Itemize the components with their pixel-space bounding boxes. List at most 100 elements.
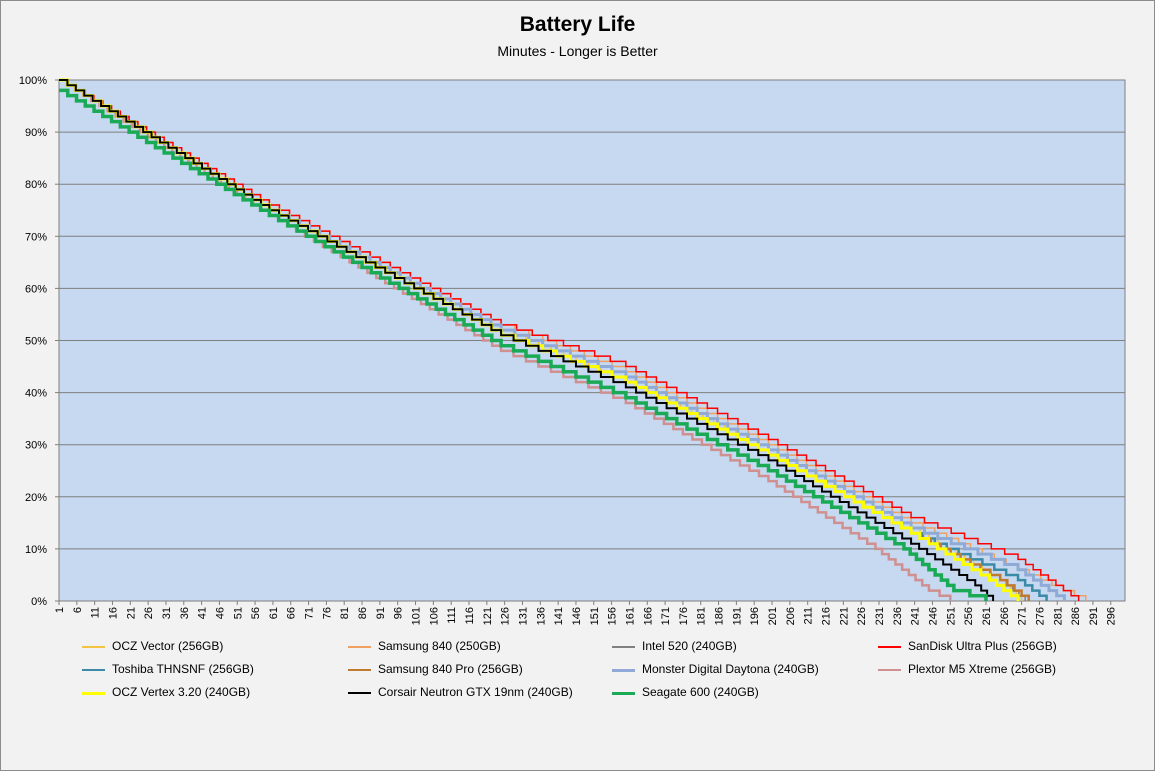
x-tick-label: 111 [446, 607, 458, 624]
x-tick-label: 126 [500, 607, 512, 625]
x-tick-label: 181 [696, 607, 708, 625]
x-tick-label: 66 [286, 607, 298, 619]
x-tick-label: 166 [642, 607, 654, 625]
x-tick-label: 261 [981, 607, 993, 625]
y-tick-label: 60% [25, 283, 47, 295]
x-tick-label: 236 [892, 607, 904, 625]
x-tick-label: 106 [428, 607, 440, 625]
legend-label: Samsung 840 (250GB) [378, 639, 501, 653]
x-tick-label: 176 [678, 607, 690, 625]
legend-swatch [878, 669, 901, 671]
legend-swatch [348, 692, 371, 694]
x-tick-label: 161 [624, 607, 636, 625]
series-line [59, 79, 1080, 601]
y-tick-label: 80% [25, 179, 47, 191]
x-tick-label: 206 [785, 607, 797, 625]
x-tick-label: 221 [838, 607, 850, 625]
legend-label: OCZ Vector (256GB) [112, 639, 224, 653]
x-tick-label: 96 [393, 607, 405, 619]
x-tick-label: 81 [339, 607, 351, 619]
legend-label: Seagate 600 (240GB) [642, 685, 759, 699]
x-tick-label: 241 [910, 607, 922, 625]
legend-swatch [612, 669, 635, 672]
x-tick-label: 31 [161, 607, 173, 619]
x-tick-label: 281 [1052, 607, 1064, 625]
series-line [59, 78, 952, 601]
x-tick-label: 186 [714, 607, 726, 625]
legend-swatch [82, 669, 105, 671]
x-tick-label: 26 [143, 607, 155, 619]
legend-swatch [612, 692, 635, 695]
x-tick-label: 266 [999, 607, 1011, 625]
x-tick-label: 286 [1070, 607, 1082, 625]
x-tick-label: 191 [731, 607, 743, 625]
x-tick-label: 201 [767, 607, 779, 625]
x-tick-label: 91 [375, 607, 387, 619]
legend-swatch [82, 692, 105, 695]
y-tick-label: 100% [19, 75, 47, 87]
legend-label: Intel 520 (240GB) [642, 639, 737, 653]
x-tick-label: 226 [856, 607, 868, 625]
x-tick-label: 101 [411, 607, 423, 625]
x-tick-label: 146 [571, 607, 583, 625]
legend-label: OCZ Vertex 3.20 (240GB) [112, 685, 251, 699]
x-tick-label: 71 [304, 607, 316, 619]
x-tick-label: 231 [874, 607, 886, 625]
x-tick-label: 141 [553, 607, 565, 625]
x-tick-label: 291 [1088, 607, 1100, 625]
x-tick-label: 296 [1106, 607, 1118, 625]
x-tick-label: 6 [72, 607, 84, 613]
x-tick-label: 121 [482, 607, 494, 625]
x-tick-label: 1 [54, 607, 66, 613]
x-tick-label: 36 [179, 607, 191, 619]
x-tick-label: 21 [125, 607, 137, 619]
legend-label: Corsair Neutron GTX 19nm (240GB) [378, 685, 573, 699]
x-tick-label: 76 [321, 607, 333, 619]
series-line [59, 88, 988, 601]
y-tick-label: 30% [25, 440, 47, 452]
series-line [59, 79, 995, 601]
x-tick-label: 211 [803, 607, 815, 625]
x-tick-label: 246 [927, 607, 939, 625]
legend-label: SanDisk Ultra Plus (256GB) [908, 639, 1057, 653]
x-tick-label: 11 [90, 607, 102, 618]
legend-swatch [612, 646, 635, 648]
legend-label: Plextor M5 Xtreme (256GB) [908, 662, 1057, 676]
chart-title: Battery Life [519, 13, 636, 36]
x-tick-label: 171 [660, 607, 672, 625]
y-tick-label: 10% [25, 544, 47, 556]
x-tick-label: 256 [963, 607, 975, 625]
x-tick-label: 271 [1017, 607, 1029, 625]
legend-swatch [348, 646, 371, 648]
x-tick-label: 41 [197, 607, 209, 619]
y-tick-label: 20% [25, 492, 47, 504]
x-tick-label: 136 [535, 607, 547, 625]
legend-label: Samsung 840 Pro (256GB) [378, 662, 523, 676]
x-tick-label: 116 [464, 607, 476, 625]
legend-label: Monster Digital Daytona (240GB) [642, 662, 819, 676]
y-tick-label: 70% [25, 231, 47, 243]
x-tick-label: 61 [268, 607, 280, 619]
x-tick-label: 151 [589, 607, 601, 625]
x-tick-label: 276 [1034, 607, 1046, 625]
y-tick-label: 90% [25, 127, 47, 139]
legend-swatch [878, 646, 901, 648]
x-tick-label: 131 [517, 607, 529, 625]
legend-label: Toshiba THNSNF (256GB) [112, 662, 254, 676]
x-tick-label: 46 [214, 607, 226, 619]
x-tick-label: 86 [357, 607, 369, 619]
y-tick-label: 50% [25, 336, 47, 348]
legend-swatch [348, 669, 371, 671]
x-tick-label: 56 [250, 607, 262, 619]
y-tick-label: 0% [31, 596, 47, 608]
x-tick-label: 51 [232, 607, 244, 619]
chart-subtitle: Minutes - Longer is Better [497, 43, 658, 59]
y-tick-label: 40% [25, 388, 47, 400]
x-tick-label: 216 [821, 607, 833, 625]
x-tick-label: 16 [107, 607, 119, 619]
legend-swatch [82, 646, 105, 648]
x-tick-label: 196 [749, 607, 761, 625]
x-tick-label: 156 [607, 607, 619, 625]
x-tick-label: 251 [945, 607, 957, 625]
